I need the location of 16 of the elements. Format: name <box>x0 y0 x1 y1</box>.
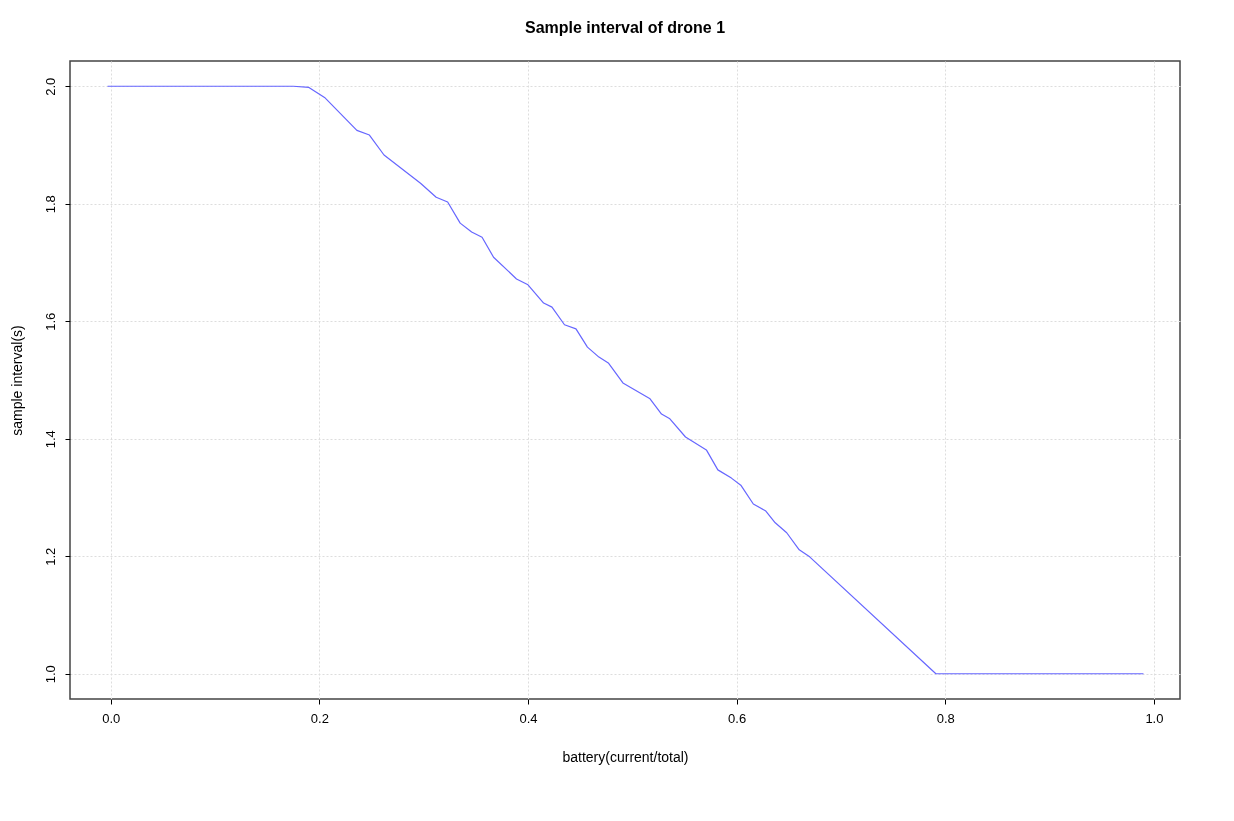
x-tick-label: 0.4 <box>519 710 538 726</box>
y-tick-label: 1.2 <box>42 547 58 566</box>
x-tick-label: 0.6 <box>728 710 747 726</box>
y-tick-label: 2.0 <box>42 77 58 96</box>
x-tick-label: 1.0 <box>1145 710 1164 726</box>
x-tick-label: 0.2 <box>310 710 329 726</box>
x-axis-title: battery(current/total) <box>562 748 689 765</box>
chart-title: Sample interval of drone 1 <box>524 19 726 36</box>
y-axis-title: sample interval(s) <box>8 325 25 436</box>
y-tick-label: 1.0 <box>42 665 58 684</box>
y-tick-label: 1.4 <box>42 430 58 449</box>
y-tick-label: 1.6 <box>42 312 58 331</box>
line-series <box>106 85 1145 675</box>
y-tick-label: 1.8 <box>42 195 58 214</box>
x-tick-label: 0.0 <box>102 710 121 726</box>
x-tick-label: 0.8 <box>936 710 955 726</box>
